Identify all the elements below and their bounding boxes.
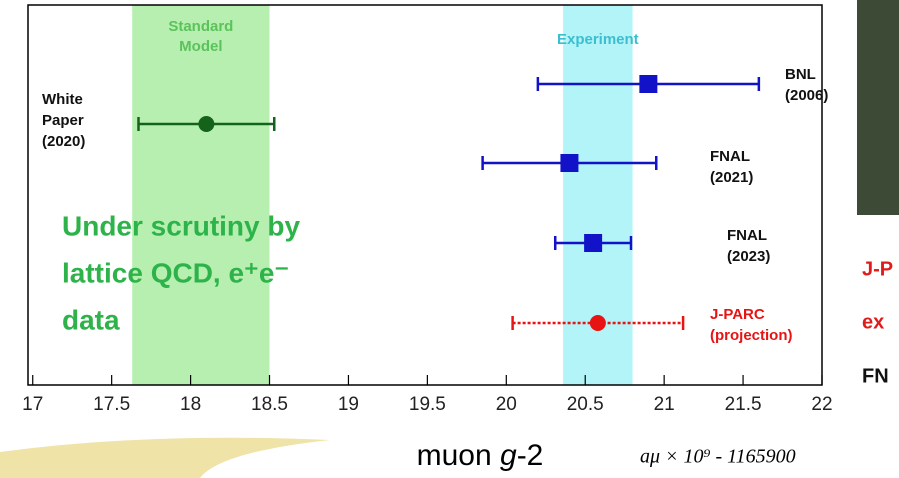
- point-label: White: [42, 91, 83, 108]
- x-tick-label: 21: [654, 394, 675, 415]
- point-label: (2020): [42, 133, 85, 150]
- decor-swoosh: [0, 438, 330, 478]
- x-tick-label: 22: [811, 394, 832, 415]
- title-part: -2: [517, 439, 544, 472]
- side-text: ex: [862, 311, 884, 333]
- band: [132, 5, 269, 385]
- band-label: Experiment: [557, 31, 639, 48]
- x-tick-label: 20.5: [567, 394, 604, 415]
- point-label: (2021): [710, 169, 753, 186]
- marker: [639, 75, 657, 93]
- side-text: J-P: [862, 258, 893, 280]
- title-part: g: [500, 439, 517, 472]
- marker: [590, 315, 606, 331]
- band-label: Standard: [168, 18, 233, 35]
- point-label: FNAL: [727, 227, 767, 244]
- chart-title: muon g-2: [417, 439, 544, 472]
- x-tick-label: 17: [22, 394, 43, 415]
- point-label: FNAL: [710, 148, 750, 165]
- marker: [560, 154, 578, 172]
- point-label: BNL: [785, 66, 816, 83]
- annotation: lattice QCD, e⁺e⁻: [62, 257, 289, 288]
- annotation: data: [62, 304, 120, 335]
- x-tick-label: 20: [496, 394, 517, 415]
- marker: [198, 116, 214, 132]
- point-label: (projection): [710, 327, 793, 344]
- x-tick-label: 19.5: [409, 394, 446, 415]
- x-tick-label: 18: [180, 394, 201, 415]
- point-label: (2023): [727, 248, 770, 265]
- photo: [857, 0, 899, 215]
- band-label: Model: [179, 38, 222, 55]
- x-axis-label: aμ × 10⁹ - 1165900: [640, 446, 796, 468]
- side-text: FN: [862, 365, 889, 387]
- point-label: J-PARC: [710, 306, 765, 323]
- marker: [584, 234, 602, 252]
- plot: Standard Model Experiment 17 17.5 18 18.5 19 19.…: [22, 5, 832, 415]
- x-tick-label: 21.5: [725, 394, 762, 415]
- slide: Standard Model Experiment 17 17.5 18 18.5 19 19.…: [0, 0, 899, 478]
- point-label: (2006): [785, 87, 828, 104]
- title-part: muon: [417, 439, 500, 472]
- point-label: Paper: [42, 112, 84, 129]
- page: {"chart_data": {"type": "errorbar", "lab…: [0, 0, 899, 478]
- x-tick-label: 17.5: [93, 394, 130, 415]
- x-tick-label: 19: [338, 394, 359, 415]
- x-tick-label: 18.5: [251, 394, 288, 415]
- annotation: Under scrutiny by: [62, 210, 300, 241]
